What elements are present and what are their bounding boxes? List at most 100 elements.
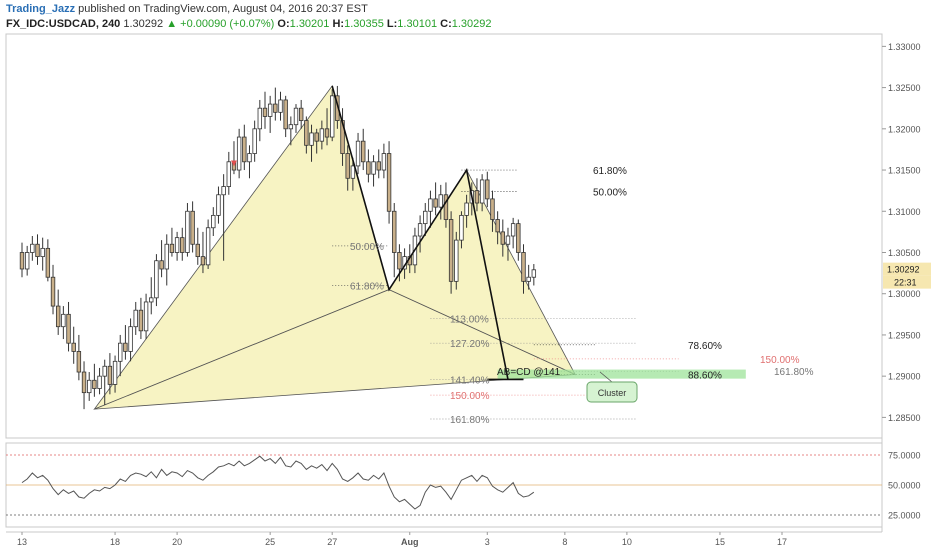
y-tick-label: 1.31500 <box>888 166 921 176</box>
candle-down <box>273 103 278 113</box>
candle-up <box>531 269 537 278</box>
author-link[interactable]: Trading_Jazz <box>6 3 76 15</box>
candle-down <box>242 136 247 163</box>
abcd-pattern-line <box>331 85 509 380</box>
time-tag-bg <box>883 275 931 289</box>
open-value: 1.30201 <box>289 18 330 30</box>
rsi-line <box>21 455 535 510</box>
candle-up <box>423 210 428 225</box>
candle-up <box>143 301 149 332</box>
candle-up <box>247 153 252 163</box>
x-tick-label: 25 <box>265 537 275 547</box>
candle-down <box>304 120 309 146</box>
candle-up <box>236 136 242 171</box>
candle-up <box>350 165 356 179</box>
candle-down <box>443 194 449 220</box>
candle-up <box>381 153 387 171</box>
low-label: L: <box>386 18 398 30</box>
candle-up <box>87 379 92 394</box>
x-tick-label: 20 <box>172 537 182 547</box>
candle-down <box>392 210 397 253</box>
fib-level-label: 141.40% <box>450 375 490 386</box>
x-tick-label: 13 <box>17 537 27 547</box>
x-tick-label: 17 <box>777 537 787 547</box>
candle-up <box>164 243 169 270</box>
candle-up <box>355 140 361 167</box>
candle-down <box>521 252 526 282</box>
candle-up <box>118 342 123 362</box>
candle-down <box>55 305 61 328</box>
y-tick-label: 1.31000 <box>888 207 921 217</box>
candle-up <box>371 161 376 175</box>
candle-up <box>479 179 485 204</box>
candle-up <box>309 132 314 146</box>
candle-up <box>459 214 464 241</box>
candle-down <box>123 342 128 352</box>
candle-up <box>174 237 180 253</box>
candle-down <box>366 161 371 175</box>
candle-down <box>262 107 268 117</box>
candle-down <box>180 237 185 253</box>
down-triangle-marker <box>230 160 237 167</box>
change-arrow-icon: ▲ <box>166 18 178 30</box>
y-tick-label: 1.33000 <box>888 42 921 52</box>
candle-down <box>314 132 319 142</box>
candle-down <box>376 161 381 171</box>
candle-down <box>490 198 495 220</box>
time-tag: 22:31 <box>894 278 917 288</box>
candle-up <box>40 247 45 258</box>
rsi-tick-label: 25.0000 <box>888 511 921 521</box>
cluster-zone <box>497 369 746 379</box>
candle-up <box>205 227 211 266</box>
fib-level-label: 161.80% <box>450 415 490 426</box>
published-text: published on TradingView.com, August 04,… <box>78 3 368 15</box>
high-value: 1.30355 <box>344 18 384 30</box>
candle-down <box>159 260 164 270</box>
abcd-label: AB=CD @141 <box>497 367 561 378</box>
candle-down <box>397 252 402 270</box>
fib-level-label: 127.20% <box>450 339 490 350</box>
candle-up <box>133 309 138 328</box>
candle-up <box>267 103 273 117</box>
candle-down <box>66 313 71 344</box>
candle-up <box>97 375 102 389</box>
candle-up <box>257 107 263 130</box>
candle-down <box>71 342 76 352</box>
symbol-label: FX_IDC:USDCAD, 240 <box>6 18 121 30</box>
candle-down <box>76 351 82 373</box>
candle-up <box>211 214 216 229</box>
x-tick-label: 10 <box>622 537 632 547</box>
rsi-tick-label: 50.0000 <box>888 481 921 491</box>
candle-up <box>428 198 433 212</box>
candle-down <box>361 140 366 163</box>
x-tick-label: 8 <box>562 537 567 547</box>
candle-up <box>154 260 159 299</box>
candle-up <box>61 313 66 328</box>
candle-up <box>526 276 531 282</box>
cluster-callout-box <box>586 381 638 403</box>
y-tick-label: 1.30000 <box>888 289 921 299</box>
close-label: C: <box>440 18 452 30</box>
x-tick-label: Aug <box>401 537 419 547</box>
candle-down <box>35 243 40 258</box>
x-tick-label: 3 <box>485 537 490 547</box>
candle-up <box>510 223 516 237</box>
low-value: 1.30101 <box>397 18 438 30</box>
candle-down <box>50 276 56 307</box>
candle-up <box>454 239 459 282</box>
candle-down <box>283 99 288 130</box>
candle-down <box>45 247 51 278</box>
candle-up <box>185 210 190 253</box>
candle-up <box>329 95 335 138</box>
candle-up <box>102 365 107 377</box>
candle-up <box>438 194 443 208</box>
candle-down <box>500 231 506 245</box>
candle-up <box>128 326 133 352</box>
candle-up <box>216 194 221 216</box>
y-tick-label: 1.28500 <box>888 413 921 423</box>
candle-down <box>495 219 500 233</box>
candle-down <box>485 179 490 200</box>
y-tick-label: 1.29000 <box>888 372 921 382</box>
y-tick-label: 1.32000 <box>888 124 921 134</box>
